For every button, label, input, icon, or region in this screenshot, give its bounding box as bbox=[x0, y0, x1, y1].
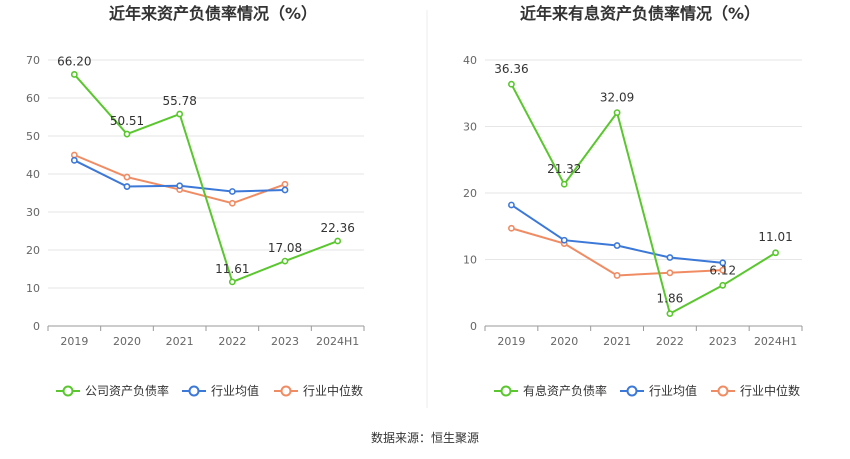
data-point-company bbox=[772, 249, 779, 257]
x-tick-label: 2021 bbox=[603, 335, 631, 348]
x-tick-label: 2024H1 bbox=[316, 335, 359, 348]
legend-label: 行业中位数 bbox=[303, 383, 363, 398]
data-point-company bbox=[508, 80, 515, 88]
legend-marker bbox=[188, 385, 200, 397]
y-tick-label: 40 bbox=[463, 54, 477, 67]
legend-label: 公司资产负债率 bbox=[85, 383, 169, 398]
chart-title: 近年来资产负债率情况（%） bbox=[109, 4, 317, 23]
data-label: 50.51 bbox=[110, 114, 144, 128]
data-point-company bbox=[719, 281, 727, 289]
data-point-avg bbox=[666, 254, 674, 261]
y-tick-label: 60 bbox=[26, 92, 40, 105]
data-source: 数据来源：恒生聚源 bbox=[371, 430, 479, 445]
data-label: 55.78 bbox=[162, 94, 196, 108]
data-point-company bbox=[70, 71, 78, 78]
legend-item-avg[interactable]: 行业均值 bbox=[182, 383, 259, 398]
series-line-avg bbox=[510, 204, 723, 264]
x-tick-label: 2020 bbox=[113, 335, 141, 348]
data-label: 32.09 bbox=[600, 91, 634, 105]
y-tick-label: 30 bbox=[463, 121, 477, 134]
data-label: 17.08 bbox=[268, 241, 302, 255]
x-tick-label: 2020 bbox=[550, 335, 578, 348]
y-tick-label: 0 bbox=[33, 320, 40, 333]
y-tick-label: 50 bbox=[26, 130, 40, 143]
interest-debt-ratio-chart: 近年来有息资产负债率情况（%） 0 10 20 30 40 2019 2020 2021 2022… bbox=[463, 4, 803, 398]
data-point-median bbox=[70, 151, 78, 159]
data-point-avg bbox=[560, 236, 568, 244]
data-label: 11.61 bbox=[215, 262, 249, 276]
x-tick-label: 2023 bbox=[271, 335, 299, 348]
y-tick-label: 30 bbox=[26, 206, 40, 219]
data-point-company bbox=[281, 257, 289, 265]
data-point-avg bbox=[719, 259, 727, 267]
data-point-median bbox=[123, 173, 131, 181]
data-label: 21.32 bbox=[547, 162, 581, 176]
series-line-company bbox=[510, 83, 777, 316]
data-point-avg bbox=[613, 242, 621, 249]
x-tick-label: 2022 bbox=[218, 335, 246, 348]
data-point-avg bbox=[228, 188, 236, 195]
data-point-median bbox=[508, 224, 515, 232]
data-point-company bbox=[666, 310, 674, 318]
series-line-company bbox=[73, 73, 339, 284]
x-tick-label: 2019 bbox=[60, 335, 88, 348]
data-label: 11.01 bbox=[758, 230, 792, 244]
data-label: 6.12 bbox=[709, 263, 736, 277]
legend-marker bbox=[717, 385, 729, 397]
debt-ratio-chart: 近年来资产负债率情况（%） 0 10 20 30 40 50 60 70 2019 2020 2021… bbox=[26, 4, 365, 398]
legend-item-company[interactable]: 公司资产负债率 bbox=[56, 383, 169, 398]
y-tick-label: 10 bbox=[26, 282, 40, 295]
y-tick-label: 70 bbox=[26, 54, 40, 67]
data-point-median bbox=[613, 272, 621, 279]
data-point-company bbox=[334, 237, 342, 245]
x-tick-label: 2024H1 bbox=[754, 335, 797, 348]
y-tick-label: 20 bbox=[463, 187, 477, 200]
legend-marker bbox=[500, 385, 512, 397]
legend-item-avg[interactable]: 行业均值 bbox=[620, 383, 697, 398]
data-label: 22.36 bbox=[320, 221, 354, 235]
data-point-median bbox=[666, 269, 674, 277]
series-line-median bbox=[511, 227, 723, 277]
data-point-median bbox=[228, 199, 236, 207]
data-point-company bbox=[176, 110, 184, 118]
data-point-avg bbox=[123, 183, 131, 190]
y-tick-label: 20 bbox=[26, 244, 40, 257]
data-point-company bbox=[228, 278, 236, 286]
data-point-company bbox=[560, 180, 568, 188]
legend-label: 行业均值 bbox=[211, 383, 259, 398]
legend-label: 有息资产负债率 bbox=[523, 383, 607, 398]
x-tick-label: 2021 bbox=[166, 335, 194, 348]
x-tick-label: 2023 bbox=[709, 335, 737, 348]
data-point-median bbox=[281, 180, 289, 188]
legend-label: 行业均值 bbox=[649, 383, 697, 398]
data-label: 1.86 bbox=[657, 292, 684, 306]
data-point-company bbox=[613, 109, 621, 117]
x-tick-label: 2019 bbox=[497, 335, 525, 348]
data-label: 66.20 bbox=[57, 54, 91, 68]
legend-item-company[interactable]: 有息资产负债率 bbox=[494, 383, 607, 398]
data-label: 36.36 bbox=[494, 62, 528, 76]
data-point-avg bbox=[70, 156, 78, 164]
data-point-avg bbox=[508, 201, 515, 209]
data-point-avg bbox=[176, 182, 184, 190]
legend-item-median[interactable]: 行业中位数 bbox=[711, 383, 800, 398]
chart-title: 近年来有息资产负债率情况（%） bbox=[520, 4, 760, 23]
x-tick-label: 2022 bbox=[656, 335, 684, 348]
legend-marker bbox=[626, 385, 638, 397]
legend-marker bbox=[62, 385, 74, 397]
data-point-company bbox=[123, 130, 131, 138]
y-tick-label: 40 bbox=[26, 168, 40, 181]
y-tick-label: 10 bbox=[463, 254, 477, 267]
data-point-median bbox=[719, 266, 727, 274]
data-point-avg bbox=[281, 186, 289, 194]
legend-marker bbox=[280, 385, 292, 397]
y-tick-label: 0 bbox=[470, 320, 477, 333]
legend-label: 行业中位数 bbox=[740, 383, 800, 398]
series-line-median bbox=[73, 154, 286, 205]
legend-item-median[interactable]: 行业中位数 bbox=[274, 383, 363, 398]
